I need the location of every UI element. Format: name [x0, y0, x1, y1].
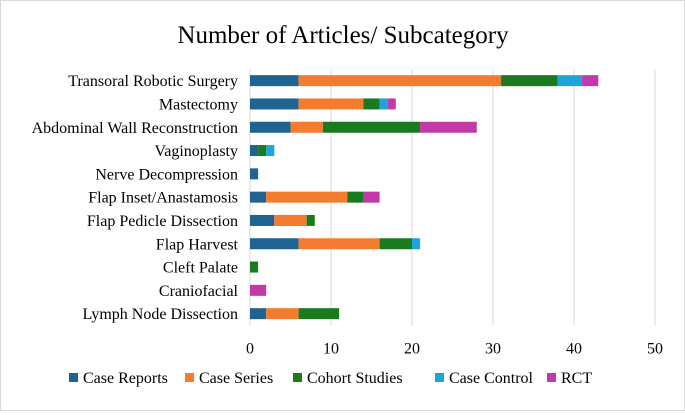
bar-segment — [250, 168, 259, 180]
bar-segment — [250, 145, 259, 157]
gridlines — [249, 69, 656, 326]
bar-segment — [266, 145, 275, 157]
legend-swatch — [293, 373, 302, 382]
bar-segment — [298, 75, 502, 87]
bar-segment — [322, 121, 421, 133]
bar-segment — [501, 75, 558, 87]
bar-segment — [250, 191, 267, 203]
bar-segment — [290, 121, 323, 133]
category-label: Transoral Robotic Surgery — [68, 73, 238, 90]
bar-segment — [250, 284, 267, 296]
category-label: Abdominal Wall Reconstruction — [32, 120, 238, 137]
category-label: Lymph Node Dissection — [82, 306, 238, 323]
x-tick-label: 20 — [404, 340, 420, 357]
bar-segment — [363, 191, 380, 203]
bar-segment — [363, 98, 380, 110]
legend-label: Case Control — [449, 370, 534, 387]
category-label: Mastectomy — [159, 96, 238, 113]
bar-segment — [250, 261, 259, 273]
bar-segment — [379, 238, 412, 250]
category-label: Flap Inset/Anastamosis — [88, 190, 238, 207]
bar-segment — [250, 98, 299, 110]
chart-title: Number of Articles/ Subcategory — [177, 22, 509, 49]
category-label: Vaginoplasty — [154, 143, 238, 160]
x-tick-label: 30 — [485, 340, 501, 357]
bar-segment — [347, 191, 364, 203]
legend-label: Case Reports — [83, 370, 168, 387]
legend-swatch — [185, 373, 194, 382]
category-label: Nerve Decompression — [95, 166, 238, 183]
category-label: Cleft Palate — [163, 260, 238, 277]
bar-segment — [298, 308, 340, 320]
bar-segment — [306, 214, 315, 226]
bar-segment — [258, 145, 267, 157]
x-tick-label: 50 — [647, 340, 663, 357]
legend-label: Cohort Studies — [307, 370, 403, 387]
category-label: Craniofacial — [159, 283, 239, 300]
category-label: Flap Pedicle Dissection — [87, 213, 238, 230]
bar-segment — [266, 308, 299, 320]
legend-swatch — [69, 373, 78, 382]
bar-segment — [274, 214, 307, 226]
bar-segment — [250, 121, 291, 133]
legend-swatch — [435, 373, 444, 382]
bar-segment — [582, 75, 599, 87]
category-label: Flap Harvest — [156, 236, 239, 253]
x-tick-labels: 0 10 20 30 40 50 — [246, 340, 663, 357]
legend-label: RCT — [561, 370, 592, 387]
category-labels: Transoral Robotic Surgery Mastectomy Abdom… — [32, 73, 239, 323]
bar-segment — [298, 98, 364, 110]
x-tick-label: 10 — [323, 340, 339, 357]
bar-segment — [266, 191, 348, 203]
bar-segment — [250, 75, 299, 87]
legend: Case Reports Case Series Cohort Studies Cas… — [69, 370, 592, 387]
x-tick-label: 0 — [246, 340, 254, 357]
bar-segment — [250, 308, 267, 320]
bar-segment — [298, 238, 380, 250]
bar-segment — [420, 121, 477, 133]
bars — [250, 75, 599, 320]
bar-segment — [250, 238, 299, 250]
legend-label: Case Series — [199, 370, 273, 387]
legend-swatch — [547, 373, 556, 382]
x-tick-label: 40 — [566, 340, 582, 357]
bar-segment — [387, 98, 396, 110]
bar-segment — [379, 98, 388, 110]
bar-segment — [412, 238, 421, 250]
bar-segment — [250, 214, 275, 226]
bar-segment — [557, 75, 583, 87]
